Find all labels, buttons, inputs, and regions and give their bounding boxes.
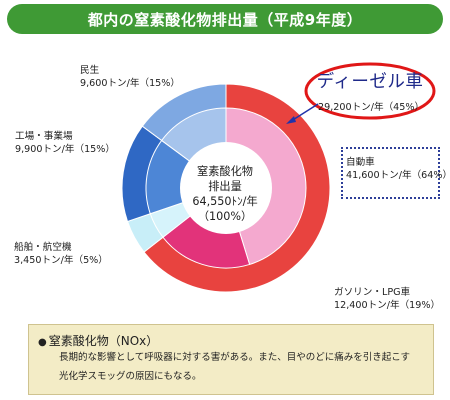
automobile-highlight-box — [341, 147, 440, 199]
label-gasoline-value: 12,400トン/年（19%） — [334, 300, 441, 311]
label-diesel-name: ディーゼル車 — [316, 72, 424, 92]
pie-center-label: 窒素酸化物 排出量 64,550ﾄﾝ/年 （100%） — [170, 164, 280, 224]
label-minsei: 民生 9,600トン/年（15%） — [80, 64, 180, 90]
label-gasoline-name: ガソリン・LPG車 — [334, 287, 411, 298]
label-automobile: 自動車 41,600トン/年（64%） — [346, 156, 450, 182]
center-line-1: 窒素酸化物 — [197, 165, 253, 178]
label-ship-air-value: 3,450トン/年（5%） — [14, 255, 108, 266]
label-automobile-value: 41,600トン/年（64%） — [346, 170, 450, 181]
center-line-4: （100%） — [197, 210, 253, 223]
label-factory: 工場・事業場 9,900トン/年（15%） — [15, 130, 115, 156]
center-line-2: 排出量 — [208, 180, 242, 193]
center-line-3: 64,550ﾄﾝ/年 — [192, 195, 258, 208]
note-box — [28, 324, 434, 395]
pie-center-disc — [180, 142, 272, 234]
note-line-2: 光化学スモッグの原因にもなる。 — [59, 371, 202, 382]
bullet-icon: ● — [38, 337, 47, 348]
label-automobile-name: 自動車 — [346, 157, 375, 168]
diesel-highlight-ellipse — [304, 62, 436, 120]
diesel-arrow-head-icon — [286, 116, 296, 124]
label-factory-value: 9,900トン/年（15%） — [15, 144, 115, 155]
chart-title-banner: 都内の窒素酸化物排出量（平成9年度） — [7, 4, 443, 34]
label-ship-air: 船舶・航空機 3,450トン/年（5%） — [14, 241, 108, 267]
note-title: 窒素酸化物（NOx） — [48, 334, 159, 348]
label-gasoline: ガソリン・LPG車 12,400トン/年（19%） — [334, 286, 440, 312]
note-line-1: 長期的な影響として呼吸器に対する害がある。また、目やのどに痛みを引き起こす — [59, 352, 411, 363]
chart-title: 都内の窒素酸化物排出量（平成9年度） — [87, 10, 363, 29]
label-diesel-value: 29,200トン/年（45%） — [318, 102, 425, 113]
label-minsei-value: 9,600トン/年（15%） — [80, 78, 180, 89]
label-factory-name: 工場・事業場 — [15, 131, 73, 142]
label-minsei-name: 民生 — [80, 65, 100, 76]
note-heading: ● 窒素酸化物（NOx） — [38, 332, 158, 349]
label-ship-air-name: 船舶・航空機 — [14, 242, 72, 253]
